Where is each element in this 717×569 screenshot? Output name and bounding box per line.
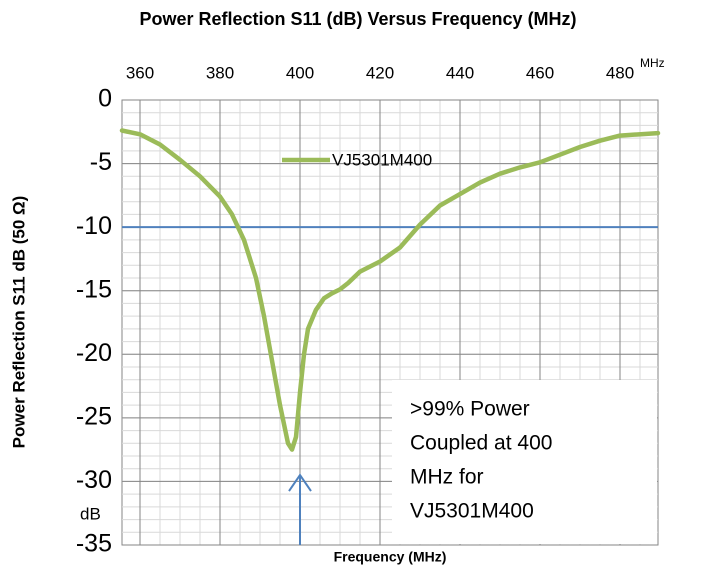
y-unit: dB bbox=[80, 504, 101, 523]
x-tick-label: 400 bbox=[286, 63, 314, 82]
x-tick-label: 360 bbox=[126, 63, 154, 82]
y-tick-label: -5 bbox=[90, 148, 112, 176]
arrow-head bbox=[288, 473, 312, 492]
y-tick-label: -25 bbox=[76, 402, 112, 430]
legend-label: VJ5301M400 bbox=[332, 150, 432, 169]
x-unit: MHz bbox=[640, 56, 665, 70]
annotation-text: MHz for bbox=[410, 466, 484, 489]
annotation-text: >99% Power bbox=[410, 398, 530, 421]
x-tick-label: 380 bbox=[206, 63, 234, 82]
chart-title: Power Reflection S11 (dB) Versus Frequen… bbox=[139, 9, 576, 29]
x-tick-label: 420 bbox=[366, 63, 394, 82]
annotation-text: Coupled at 400 bbox=[410, 432, 552, 455]
x-axis-label: Frequency (MHz) bbox=[334, 549, 447, 565]
y-tick-label: -20 bbox=[76, 339, 112, 367]
annotation-box bbox=[392, 380, 657, 544]
y-tick-label: -30 bbox=[76, 466, 112, 494]
data-line bbox=[119, 128, 661, 452]
x-tick-label: 460 bbox=[526, 63, 554, 82]
x-tick-label: 480 bbox=[606, 63, 634, 82]
y-tick-label: -15 bbox=[76, 275, 112, 303]
annotation-text: VJ5301M400 bbox=[410, 500, 534, 523]
y-tick-label: 0 bbox=[98, 85, 112, 113]
y-tick-label: -35 bbox=[76, 530, 112, 558]
x-tick-label: 440 bbox=[446, 63, 474, 82]
y-tick-label: -10 bbox=[76, 212, 112, 240]
y-axis-label: Power Reflection S11 dB (50 Ω) bbox=[9, 196, 28, 449]
